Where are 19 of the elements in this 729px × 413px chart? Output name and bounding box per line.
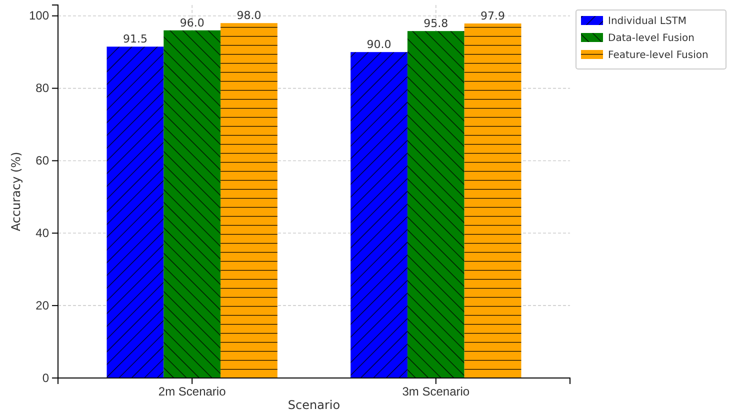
legend-label: Feature-level Fusion <box>608 50 708 61</box>
x-tick-label: 3m Scenario <box>402 384 470 399</box>
y-tick-label: 60 <box>36 154 50 168</box>
x-tick-label: 2m Scenario <box>158 384 226 399</box>
y-tick-label: 0 <box>42 370 50 385</box>
y-tick-label: 100 <box>28 8 50 23</box>
data-label: 96.0 <box>180 16 204 30</box>
y-tick-label: 80 <box>36 81 50 96</box>
data-label: 90.0 <box>366 38 392 52</box>
y-tick-label: 20 <box>36 298 50 312</box>
data-label: 98.0 <box>236 9 262 22</box>
data-label: 91.5 <box>122 32 148 46</box>
legend-label: Data-level Fusion <box>608 33 694 44</box>
y-axis-title: Accuracy (%) <box>9 152 23 232</box>
y-tick-label: 40 <box>36 226 50 240</box>
data-label: 95.8 <box>424 17 448 30</box>
legend-label: Individual LSTM <box>608 16 687 27</box>
data-label: 97.9 <box>480 9 506 22</box>
x-axis-title: Scenario <box>288 398 340 412</box>
